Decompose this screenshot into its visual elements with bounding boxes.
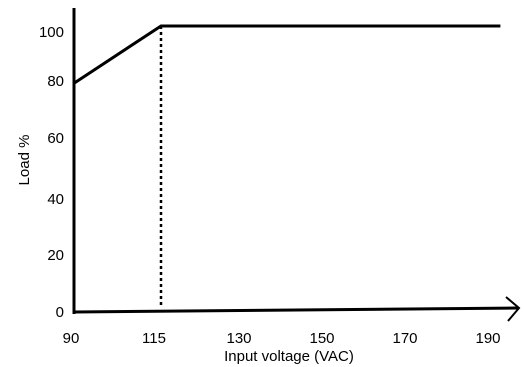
x-tick-label: 130 — [226, 330, 251, 347]
y-tick-label: 0 — [56, 304, 64, 321]
load-derating-line — [73, 24, 501, 85]
x-tick-label: 90 — [63, 330, 80, 347]
x-axis-line — [73, 306, 519, 314]
x-tick-label: 115 — [142, 330, 166, 347]
y-tick-label: 20 — [47, 247, 64, 264]
y-tick-label: 80 — [47, 73, 64, 90]
y-axis-title: Load % — [16, 135, 33, 186]
x-axis-title: Input voltage (VAC) — [224, 348, 354, 365]
y-tick-label: 100 — [39, 24, 64, 41]
y-tick-label: 60 — [47, 130, 64, 147]
x-tick-label: 150 — [309, 330, 334, 347]
x-tick-label: 170 — [392, 330, 417, 347]
x-tick-label: 190 — [475, 330, 500, 347]
y-tick-label: 40 — [47, 191, 64, 208]
x-axis-arrowhead — [505, 296, 521, 322]
